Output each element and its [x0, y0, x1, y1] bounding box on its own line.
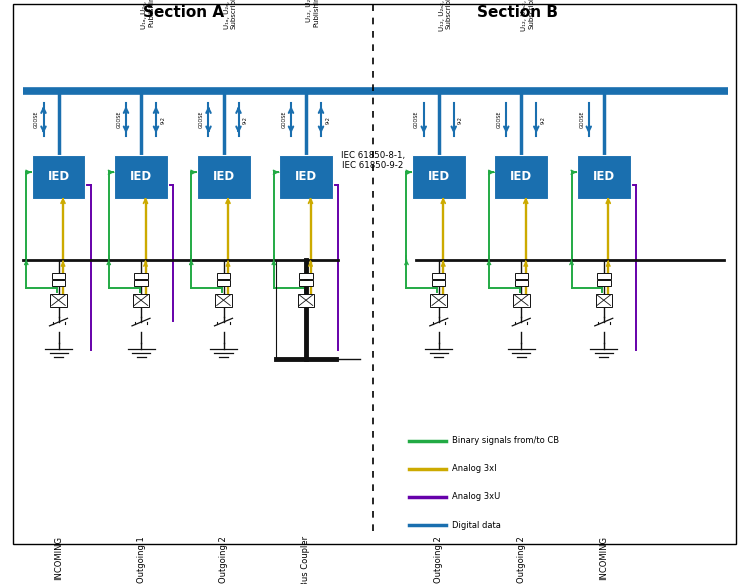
- Bar: [577, 155, 631, 199]
- Text: IEC 61850-8-1,
IEC 61850-9-2: IEC 61850-8-1, IEC 61850-9-2: [340, 151, 405, 171]
- Bar: [50, 294, 67, 307]
- Bar: [52, 280, 65, 286]
- Bar: [299, 273, 313, 279]
- Text: GOOSE: GOOSE: [281, 111, 286, 128]
- Bar: [279, 155, 333, 199]
- Text: IED: IED: [592, 170, 615, 183]
- Text: Section B: Section B: [477, 5, 558, 20]
- Text: 9-2: 9-2: [541, 116, 546, 124]
- Text: 9-2: 9-2: [458, 116, 464, 124]
- Text: IED: IED: [295, 170, 317, 183]
- Text: U₁₂, U₂₂
Publishing: U₁₂, U₂₂ Publishing: [306, 0, 319, 27]
- Text: Digital data: Digital data: [452, 520, 501, 530]
- Text: Analog 3xI: Analog 3xI: [452, 464, 497, 474]
- Bar: [217, 273, 230, 279]
- Bar: [299, 280, 313, 286]
- Bar: [597, 273, 610, 279]
- Bar: [513, 294, 529, 307]
- Text: INCOMING: INCOMING: [54, 536, 63, 580]
- Text: GOOSE: GOOSE: [116, 111, 122, 128]
- Text: GOOSE: GOOSE: [34, 111, 39, 128]
- Bar: [412, 155, 466, 199]
- Text: IED: IED: [47, 170, 70, 183]
- Text: Outgoing 1: Outgoing 1: [136, 536, 146, 583]
- Bar: [596, 294, 612, 307]
- Bar: [432, 280, 445, 286]
- Text: 9-2: 9-2: [160, 116, 166, 124]
- Bar: [134, 273, 148, 279]
- Bar: [114, 155, 168, 199]
- Text: U₁₂, U₂ₐ₂, U₃₂
Subscribing: U₁₂, U₂ₐ₂, U₃₂ Subscribing: [439, 0, 452, 31]
- Text: Binary signals from/to CB: Binary signals from/to CB: [452, 436, 560, 446]
- Bar: [196, 155, 250, 199]
- Bar: [215, 294, 232, 307]
- Bar: [514, 273, 528, 279]
- Text: GOOSE: GOOSE: [199, 111, 204, 128]
- Text: U₁ₐ, U₂ₐ, U₃ₐ
Publishing: U₁ₐ, U₂ₐ, U₃ₐ Publishing: [141, 0, 154, 29]
- Bar: [217, 280, 230, 286]
- Bar: [430, 294, 447, 307]
- Text: Outgoing 2: Outgoing 2: [434, 536, 443, 583]
- Bar: [494, 155, 548, 199]
- Bar: [597, 280, 610, 286]
- Text: Outgoing 2: Outgoing 2: [517, 536, 526, 583]
- Text: 9-2: 9-2: [243, 116, 248, 124]
- Text: IED: IED: [510, 170, 532, 183]
- Text: INCOMING: INCOMING: [599, 536, 608, 580]
- Bar: [134, 280, 148, 286]
- Text: U₁ₐ, U₂ₐ, U₃ₐ
Subscribing: U₁ₐ, U₂ₐ, U₃ₐ Subscribing: [224, 0, 236, 29]
- Bar: [32, 155, 86, 199]
- Bar: [298, 294, 314, 307]
- Text: GOOSE: GOOSE: [414, 111, 419, 128]
- Bar: [133, 294, 149, 307]
- Bar: [432, 273, 445, 279]
- Text: GOOSE: GOOSE: [496, 111, 502, 128]
- Text: Bus Coupler: Bus Coupler: [302, 536, 310, 584]
- Text: Outgoing 2: Outgoing 2: [219, 536, 228, 583]
- Text: Analog 3xU: Analog 3xU: [452, 492, 500, 502]
- Text: 9-2: 9-2: [326, 116, 331, 124]
- Bar: [514, 280, 528, 286]
- Text: IED: IED: [212, 170, 235, 183]
- Text: U₁₂, U₂ₐ₂, U₃₂
Subscribing: U₁₂, U₂ₐ₂, U₃₂ Subscribing: [521, 0, 534, 31]
- Text: GOOSE: GOOSE: [579, 111, 584, 128]
- Text: Section A: Section A: [143, 5, 224, 20]
- Bar: [52, 273, 65, 279]
- Text: IED: IED: [427, 170, 450, 183]
- Text: IED: IED: [130, 170, 152, 183]
